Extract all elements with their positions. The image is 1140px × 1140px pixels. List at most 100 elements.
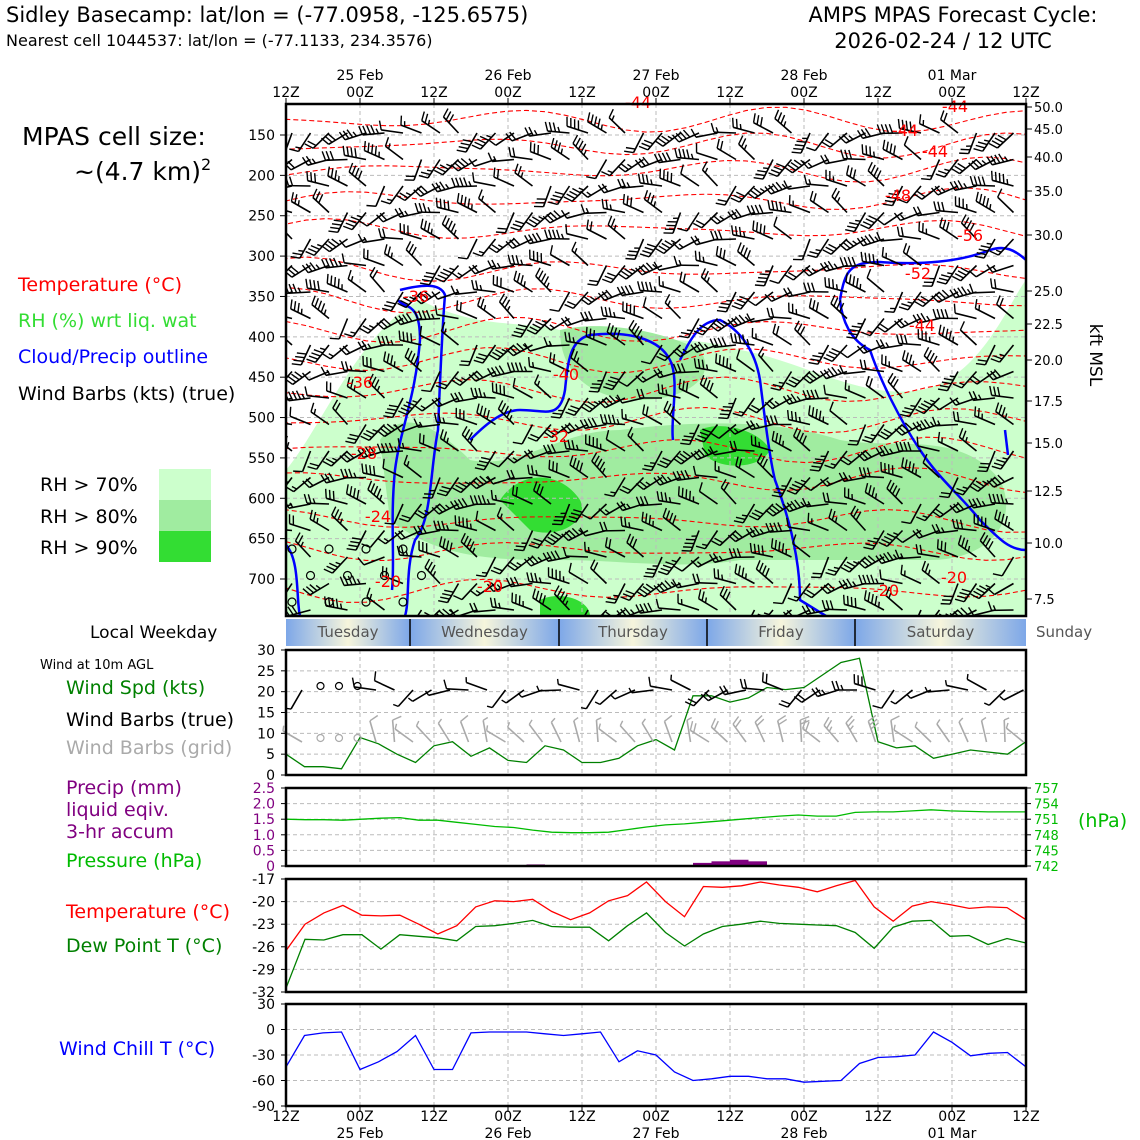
barb-flag <box>552 461 555 471</box>
upper-wind-barb <box>290 299 311 320</box>
barb-half-flag <box>627 163 633 168</box>
surface-wind-barb <box>556 678 580 691</box>
upper-wind-barb <box>367 480 386 505</box>
barb-shaft <box>681 556 700 572</box>
barb-flag <box>823 584 832 593</box>
surface-wind-barb-grid <box>598 723 617 743</box>
barb-flag <box>751 404 760 411</box>
barb-flag <box>303 493 308 504</box>
barb-flag <box>982 195 986 206</box>
barb-flag <box>307 140 317 147</box>
barb-flag <box>456 149 467 153</box>
barb-flag <box>986 372 994 381</box>
barb-half-flag <box>626 182 631 188</box>
barb-flag <box>268 519 270 528</box>
upper-wind-barb <box>967 606 996 616</box>
barb-flag <box>882 139 886 150</box>
upper-wind-barb <box>548 459 570 479</box>
barb-flag <box>472 252 482 257</box>
barb-flag <box>580 204 586 214</box>
panel-tick-label: 20 <box>257 685 275 701</box>
barb-flag <box>985 197 990 208</box>
upper-wind-barb <box>951 264 978 282</box>
barb-flag <box>775 432 779 443</box>
barb-flag <box>478 387 483 398</box>
barb-flag <box>960 267 970 274</box>
barb-flag <box>978 193 983 204</box>
barb-flag <box>864 557 873 565</box>
upper-wind-barb <box>727 423 755 435</box>
barb-flag <box>768 507 777 515</box>
weekday-label: Wednesday <box>441 623 528 641</box>
date-top-tick-label: 27 Feb <box>632 68 679 84</box>
barb-flag <box>384 442 390 453</box>
upper-wind-barb <box>771 477 793 498</box>
upper-wind-barb <box>599 609 608 616</box>
barb-half-flag <box>405 550 409 556</box>
barb-flag <box>749 542 753 553</box>
barb-flag <box>271 600 280 602</box>
barb-flag <box>361 340 368 350</box>
surface-wind-barb-grid <box>689 720 710 743</box>
upper-wind-barb <box>957 535 977 558</box>
barb-flag <box>362 125 368 135</box>
barb-half-flag <box>630 433 634 439</box>
barb-flag <box>436 492 447 497</box>
barb-flag <box>328 472 335 482</box>
upper-wind-barb <box>988 493 1014 505</box>
barb-flag <box>366 204 376 207</box>
barb-half-flag <box>586 191 592 196</box>
barb-flag <box>526 329 536 335</box>
barb-shaft <box>416 609 423 616</box>
barb-flag <box>839 302 845 312</box>
barb-flag <box>628 319 635 329</box>
panel-tick-label: 0.5 <box>253 843 275 859</box>
upper-wind-barb <box>493 167 515 187</box>
barb-flag <box>601 398 610 407</box>
barb-flag <box>646 243 657 248</box>
barb-flag <box>678 148 682 159</box>
barb-flag <box>881 247 885 257</box>
barb-flag <box>654 140 664 147</box>
barb-flag <box>831 366 839 376</box>
barb-flag <box>371 376 377 386</box>
upper-wind-barb <box>360 423 386 441</box>
upper-wind-barb <box>698 482 718 505</box>
barb-flag <box>350 379 354 389</box>
upper-wind-barb <box>844 379 866 399</box>
barb-flag <box>419 325 423 336</box>
barb-flag <box>773 522 779 532</box>
barb-half-flag <box>743 144 748 151</box>
barb-flag <box>343 576 349 586</box>
upper-wind-barb <box>811 556 830 579</box>
barb-flag <box>757 169 767 173</box>
barb-flag <box>870 574 875 584</box>
barb-flag <box>550 443 557 454</box>
barb-flag <box>551 229 557 239</box>
barb-half-flag <box>867 330 873 334</box>
barb-flag <box>746 191 756 199</box>
barb-flag <box>989 278 993 288</box>
barb-flag <box>860 236 868 245</box>
surface-wind-barb <box>999 689 1024 701</box>
barb-flag <box>893 212 902 221</box>
barb-flag <box>305 586 315 594</box>
barb-flag <box>790 500 798 510</box>
barb-flag <box>661 384 664 395</box>
upper-wind-barb <box>975 344 996 366</box>
barb-flag <box>700 693 709 702</box>
barb-flag <box>697 341 705 350</box>
upper-wind-barb <box>769 265 793 284</box>
upper-wind-barb <box>640 344 663 365</box>
barb-shaft <box>686 212 700 232</box>
barb-shaft <box>550 253 570 267</box>
upper-wind-barb <box>822 492 848 505</box>
barb-flag <box>631 322 638 332</box>
barb-half-flag <box>574 424 580 429</box>
barb-flag <box>472 479 481 488</box>
barb-flag <box>601 183 609 192</box>
barb-flag <box>719 247 723 258</box>
upper-wind-barb <box>975 191 996 214</box>
barb-flag <box>379 212 388 221</box>
upper-wind-barb <box>642 297 663 320</box>
